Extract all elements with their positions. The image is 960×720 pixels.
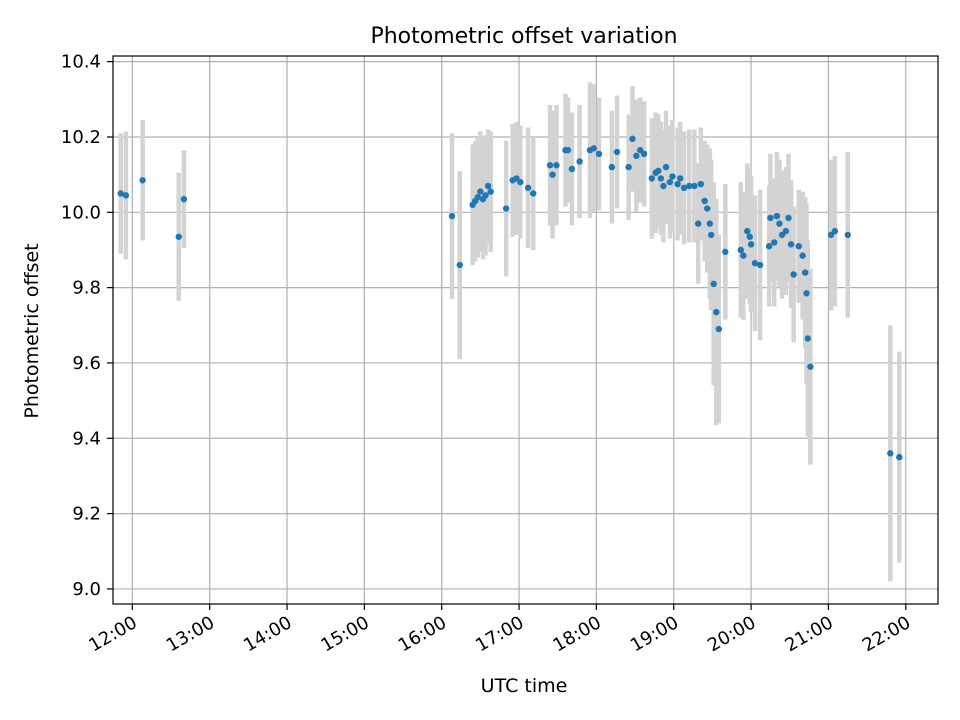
data-point xyxy=(625,163,632,171)
data-point xyxy=(776,220,783,227)
data-point xyxy=(896,453,903,461)
data-point xyxy=(633,152,640,160)
data-point xyxy=(707,231,715,239)
data-point xyxy=(613,148,621,156)
data-point xyxy=(474,194,482,201)
data-point xyxy=(662,163,670,171)
y-tick-label: 10.4 xyxy=(61,52,101,73)
data-point xyxy=(715,325,723,333)
data-point xyxy=(785,214,792,222)
y-tick-label: 9.8 xyxy=(72,278,101,299)
data-point xyxy=(697,180,705,188)
data-point xyxy=(629,135,636,143)
y-tick-label: 9.0 xyxy=(72,579,101,600)
data-point xyxy=(517,178,524,186)
data-point xyxy=(660,182,667,190)
data-point xyxy=(747,241,755,248)
data-point xyxy=(666,178,674,186)
y-tick-label: 10.0 xyxy=(61,202,101,223)
data-point xyxy=(524,184,532,192)
data-point xyxy=(713,308,720,316)
data-point xyxy=(456,261,463,269)
data-point xyxy=(722,248,729,256)
data-point xyxy=(669,173,676,180)
data-point xyxy=(773,212,781,220)
data-point xyxy=(448,212,456,220)
data-point xyxy=(680,184,688,192)
data-point xyxy=(787,241,795,248)
data-point xyxy=(590,145,598,152)
data-point xyxy=(803,290,810,297)
data-point xyxy=(595,150,603,158)
data-point xyxy=(546,162,554,169)
data-point xyxy=(695,220,702,227)
data-point xyxy=(117,190,124,197)
data-point xyxy=(701,197,708,205)
data-point xyxy=(139,177,146,184)
data-point xyxy=(746,233,753,240)
data-point xyxy=(804,335,812,342)
data-point xyxy=(710,280,717,288)
data-point xyxy=(782,227,790,235)
data-point xyxy=(657,175,665,182)
data-point xyxy=(477,188,484,195)
data-point xyxy=(648,175,656,182)
data-point xyxy=(608,163,616,171)
data-point xyxy=(795,242,802,250)
data-point xyxy=(502,205,510,212)
data-point xyxy=(799,252,806,259)
data-point xyxy=(674,180,681,188)
data-point xyxy=(640,150,648,158)
data-point xyxy=(553,162,560,169)
data-point xyxy=(676,175,684,182)
plot-frame xyxy=(112,55,939,605)
y-tick-label: 9.6 xyxy=(72,353,101,374)
data-point xyxy=(744,227,751,235)
data-point xyxy=(568,165,576,173)
data-point xyxy=(180,195,188,203)
y-tick-label: 10.2 xyxy=(61,127,101,148)
data-point xyxy=(807,363,814,370)
data-point xyxy=(686,182,693,190)
data-point xyxy=(576,158,583,165)
data-point xyxy=(175,233,182,240)
data-point xyxy=(122,192,130,199)
y-tick-label: 9.4 xyxy=(72,428,101,449)
data-point xyxy=(767,214,774,222)
data-point xyxy=(887,450,894,457)
data-point xyxy=(737,246,744,254)
x-axis-label: UTC time xyxy=(481,675,568,697)
data-points xyxy=(117,135,903,461)
data-point xyxy=(691,182,698,190)
data-point xyxy=(771,239,778,246)
data-point xyxy=(706,220,714,227)
data-point xyxy=(530,190,537,197)
data-point xyxy=(740,252,747,259)
data-point xyxy=(487,188,494,195)
chart-title: Photometric offset variation xyxy=(370,24,677,49)
data-point xyxy=(765,242,773,250)
data-point xyxy=(484,182,492,190)
data-point xyxy=(790,271,797,278)
data-point xyxy=(564,146,572,154)
data-point xyxy=(704,205,711,212)
data-point xyxy=(831,227,839,235)
y-axis-label: Photometric offset xyxy=(21,243,43,418)
data-point xyxy=(482,192,489,199)
data-point xyxy=(844,231,851,239)
data-point xyxy=(756,261,764,269)
data-point xyxy=(751,259,759,267)
data-point xyxy=(655,167,662,175)
data-point xyxy=(802,269,809,276)
y-tick-label: 9.2 xyxy=(72,504,101,525)
data-point xyxy=(549,171,556,178)
